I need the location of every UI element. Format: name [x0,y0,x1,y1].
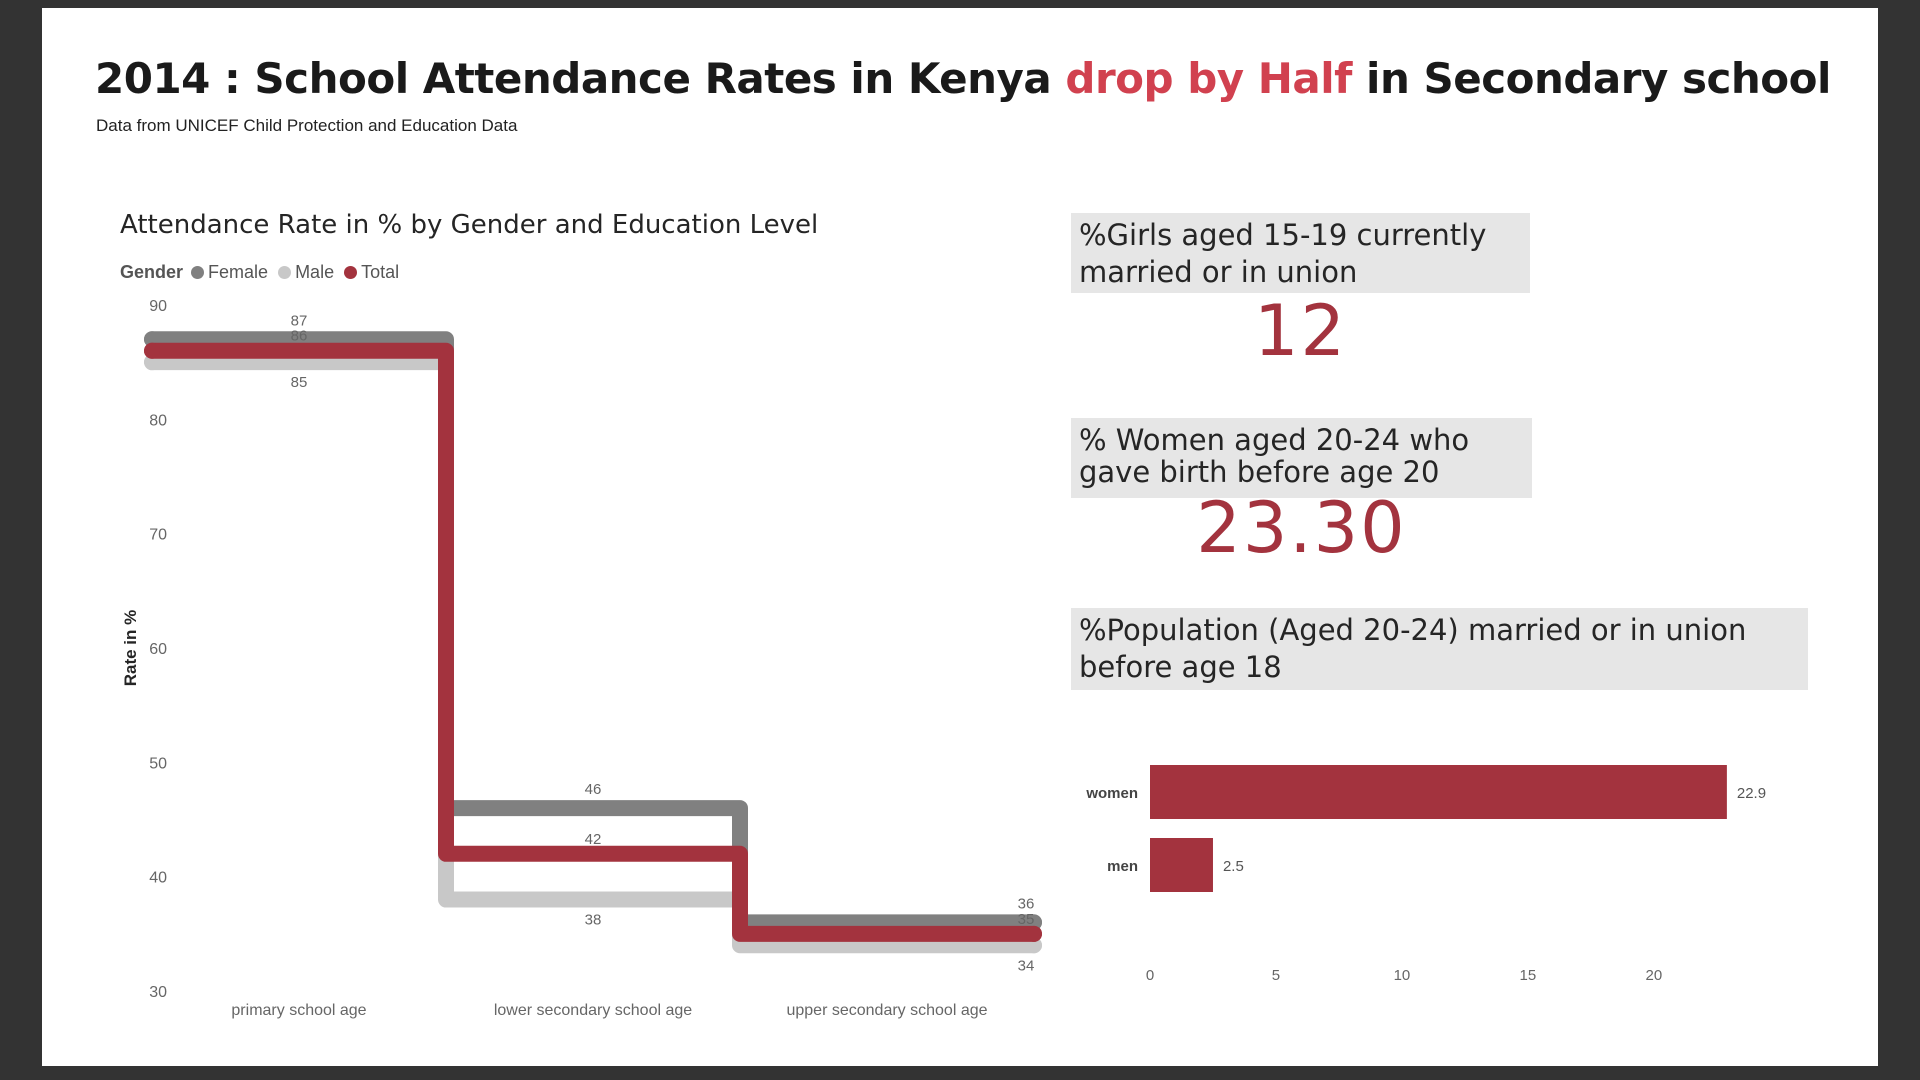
x-tick-label: 15 [1520,967,1537,984]
line-chart-legend: Gender Female Male Total [120,262,409,283]
y-axis-label: Rate in % [121,610,140,687]
data-label-male: 38 [585,912,602,929]
bar-value-label: 22.9 [1737,785,1766,802]
data-label-total: 35 [1018,911,1035,928]
title-part-2: in Secondary school [1351,54,1831,103]
y-tick-label: 90 [149,298,167,315]
data-label-female: 36 [1018,895,1035,912]
legend-label-male: Male [295,262,335,282]
series-marker-total [144,342,160,359]
legend-item-total[interactable]: Total [344,262,399,283]
series-marker-total [1026,925,1042,942]
kpi-girls-married-value: 12 [1253,290,1348,372]
kpi-women-birth-value: 23.30 [1196,487,1407,569]
page-subtitle: Data from UNICEF Child Protection and Ed… [96,116,518,135]
y-tick-label: 40 [149,870,167,887]
data-label-female: 87 [291,312,308,329]
line-chart: 90 80 70 60 50 40 30 Rate in % primary school ag… [121,298,1042,1019]
bar-value-label: 2.5 [1223,858,1244,875]
x-tick-label: 0 [1146,967,1154,984]
series-line-female [144,331,1042,931]
report-canvas: 2014 : School Attendance Rates in Kenya … [42,8,1878,1066]
legend-dot-female [191,266,205,279]
legend-item-female[interactable]: Female [191,262,268,283]
y-tick-label: 30 [149,984,167,1001]
data-label-male: 85 [291,374,308,391]
series-line-male [144,354,1042,954]
legend-dot-total [344,266,358,279]
series-line-total [144,342,1042,942]
data-label-male: 34 [1018,957,1035,974]
title-highlight: drop by Half [1065,54,1352,103]
x-tick-label: 10 [1394,967,1411,984]
legend-title: Gender [120,262,184,282]
y-tick-label: 70 [149,527,167,544]
data-label-female: 46 [585,781,602,798]
y-tick-label: 60 [149,641,167,658]
legend-item-male[interactable]: Male [278,262,334,283]
y-tick-label: 50 [149,755,167,772]
x-tick-label: upper secondary school age [786,1002,987,1019]
bar-category-label: women [1085,785,1138,802]
y-tick-label: 80 [149,412,167,429]
legend-label-female: Female [208,262,269,282]
bar-chart: women 22.9 men 2.5 0 5 10 15 20 [1085,765,1766,984]
legend-dot-male [278,266,292,279]
x-tick-label: 5 [1272,967,1280,984]
kpi-women-birth-label: % Women aged 20-24 who gave birth before… [1071,418,1532,498]
x-tick-label: primary school age [231,1002,366,1019]
x-tick-label: 20 [1645,967,1662,984]
data-label-total: 42 [585,831,602,848]
kpi-girls-married-label: %Girls aged 15-19 currently married or i… [1071,213,1530,293]
line-chart-title: Attendance Rate in % by Gender and Educa… [120,210,819,240]
bar-men [1150,838,1213,892]
data-label-total: 86 [291,328,308,345]
bar-women [1150,765,1727,819]
kpi-population-married-label: %Population (Aged 20-24) married or in u… [1071,608,1808,690]
legend-label-total: Total [361,262,400,282]
page-title: 2014 : School Attendance Rates in Kenya … [95,54,1831,103]
title-part-1: 2014 : School Attendance Rates in Kenya [95,54,1066,103]
x-tick-label: lower secondary school age [494,1002,692,1019]
bar-category-label: men [1107,858,1138,875]
